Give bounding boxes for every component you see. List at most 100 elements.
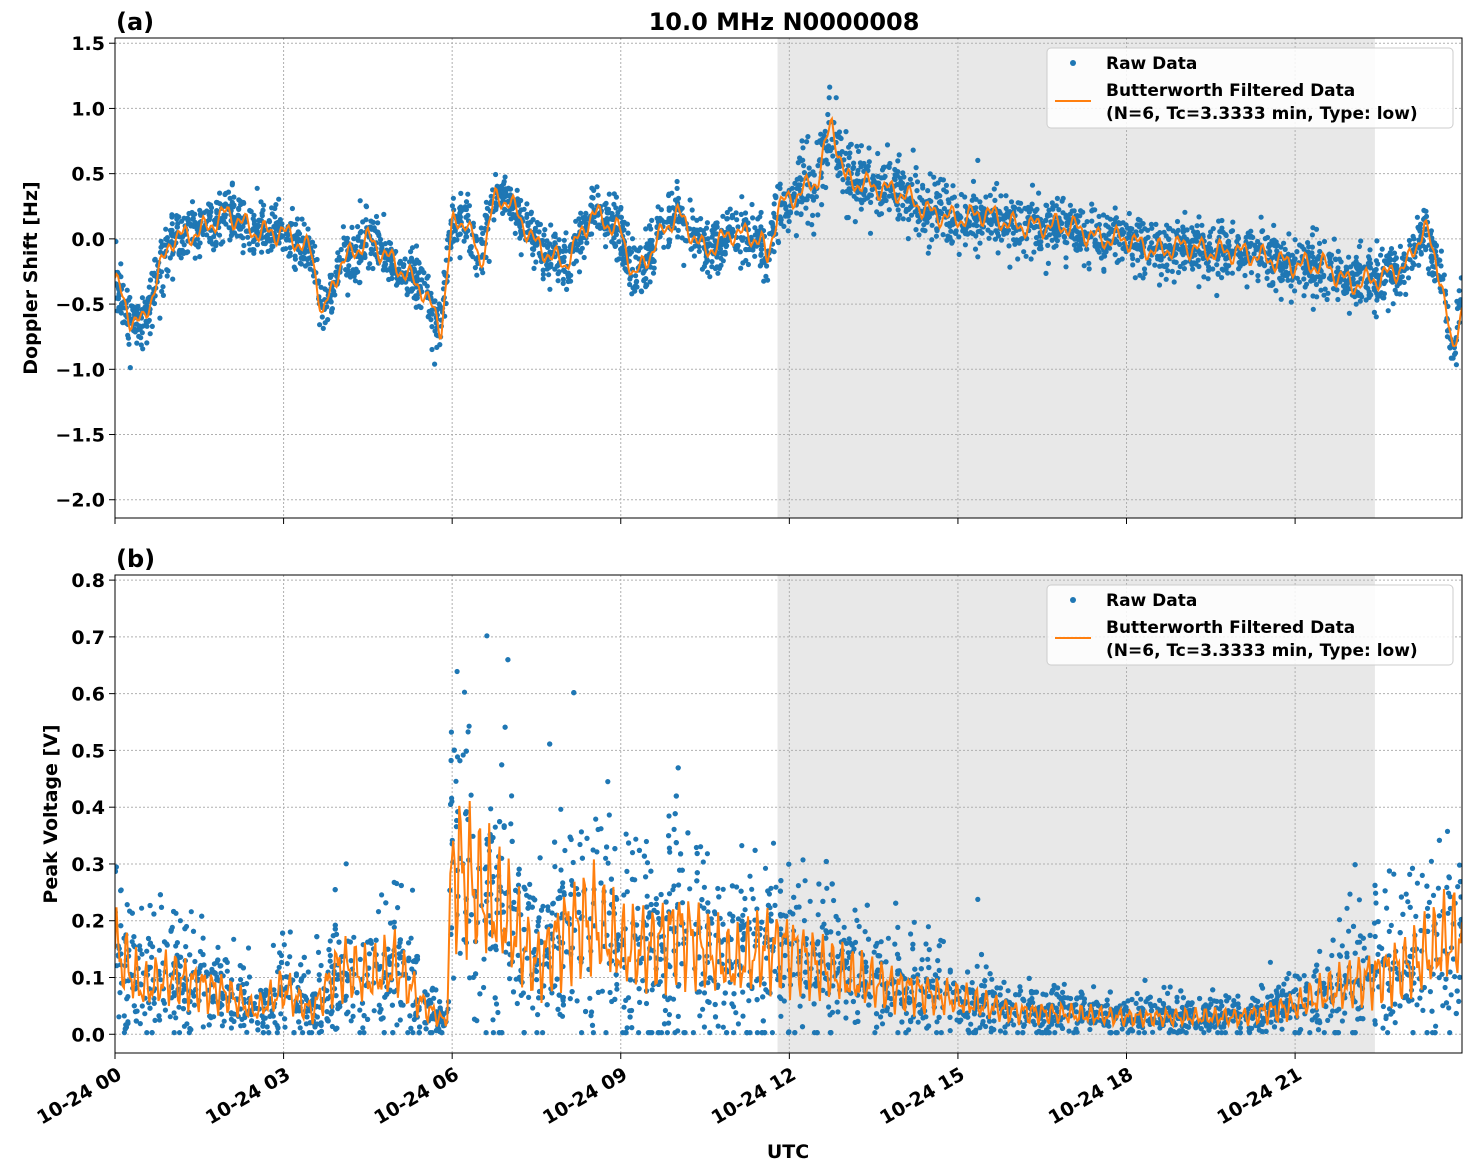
raw-data-point <box>245 234 251 240</box>
raw-data-point <box>1367 247 1373 253</box>
raw-data-point <box>1403 291 1409 297</box>
raw-data-point <box>1063 264 1069 270</box>
raw-data-point <box>734 217 740 223</box>
raw-data-point <box>1003 227 1009 233</box>
raw-data-point <box>1153 221 1159 227</box>
raw-data-point <box>1335 248 1341 254</box>
raw-data-point <box>375 229 381 235</box>
raw-data-point <box>1171 279 1177 285</box>
raw-data-point <box>561 267 567 273</box>
raw-data-point <box>222 203 228 209</box>
raw-data-point <box>1248 228 1254 234</box>
raw-data-point <box>131 304 137 310</box>
raw-data-point <box>1216 234 1222 240</box>
raw-data-point <box>913 165 919 171</box>
raw-data-point <box>910 147 916 153</box>
raw-data-point <box>560 248 566 254</box>
raw-data-point <box>1059 198 1065 204</box>
raw-data-point <box>465 191 471 197</box>
raw-data-point <box>724 209 730 216</box>
raw-data-point <box>983 194 989 200</box>
raw-data-point <box>1149 240 1155 246</box>
raw-data-point <box>415 277 421 284</box>
raw-data-point <box>920 182 926 188</box>
raw-data-point <box>409 245 416 251</box>
raw-data-point <box>595 192 601 198</box>
raw-data-point <box>903 208 909 214</box>
raw-data-point <box>468 244 474 250</box>
raw-data-point <box>1206 267 1212 273</box>
raw-data-point <box>1003 205 1009 212</box>
raw-data-point <box>1135 257 1141 263</box>
raw-data-point <box>618 214 625 220</box>
raw-data-point <box>450 195 456 201</box>
raw-data-point <box>556 237 562 243</box>
raw-data-point <box>451 207 457 213</box>
raw-data-point <box>127 294 133 301</box>
raw-data-point <box>1081 263 1087 269</box>
raw-data-point <box>158 244 164 250</box>
raw-data-point <box>740 260 746 266</box>
raw-data-point <box>616 239 622 245</box>
raw-data-point <box>363 203 369 209</box>
raw-data-point <box>142 299 148 305</box>
raw-data-point <box>912 172 919 178</box>
raw-data-point <box>589 231 595 237</box>
raw-data-point <box>261 202 267 208</box>
raw-data-point <box>740 235 747 241</box>
raw-data-point <box>682 237 688 243</box>
raw-data-point <box>826 95 832 101</box>
raw-data-point <box>647 279 653 285</box>
raw-data-point <box>541 242 547 248</box>
raw-data-point <box>835 1009 841 1015</box>
raw-data-point <box>216 232 223 238</box>
raw-data-point <box>905 236 911 242</box>
raw-data-point <box>1053 243 1059 249</box>
raw-data-point <box>189 199 196 205</box>
raw-data-point <box>1015 256 1021 262</box>
raw-data-point <box>1223 262 1229 268</box>
raw-data-point <box>1149 225 1155 231</box>
raw-data-point <box>911 919 917 925</box>
raw-data-point <box>1288 283 1294 289</box>
raw-data-point <box>745 261 752 268</box>
raw-data-point <box>998 237 1005 243</box>
raw-data-point <box>150 271 156 277</box>
raw-data-point <box>874 209 880 215</box>
raw-data-point <box>346 263 352 269</box>
raw-data-point <box>139 330 145 336</box>
raw-data-point <box>1063 255 1069 261</box>
raw-data-point <box>512 230 518 236</box>
raw-data-point <box>305 226 311 232</box>
raw-data-point <box>1001 213 1007 219</box>
raw-data-point <box>752 253 758 259</box>
raw-data-point <box>1251 251 1257 257</box>
raw-data-point <box>1356 269 1362 275</box>
raw-data-point <box>457 205 463 211</box>
raw-data-point <box>956 251 962 257</box>
raw-data-point <box>1086 266 1092 272</box>
raw-data-point <box>854 143 860 149</box>
raw-data-point <box>185 217 191 224</box>
raw-data-point <box>675 234 681 240</box>
raw-data-point <box>1317 948 1323 955</box>
raw-data-point <box>217 190 223 196</box>
raw-data-point <box>970 178 977 184</box>
raw-data-point <box>559 884 566 890</box>
raw-data-point <box>547 286 553 292</box>
raw-data-point <box>892 166 898 173</box>
raw-data-point <box>1321 238 1328 245</box>
raw-data-point <box>610 214 617 220</box>
raw-data-point <box>1288 299 1294 305</box>
raw-data-point <box>1310 254 1316 260</box>
raw-data-point <box>1378 252 1384 258</box>
raw-data-point <box>167 255 173 261</box>
raw-data-point <box>948 228 954 234</box>
raw-data-point <box>1225 240 1231 246</box>
raw-data-point <box>1285 251 1291 257</box>
raw-data-point <box>730 214 736 220</box>
raw-data-point <box>126 341 132 347</box>
raw-data-point <box>1458 297 1462 303</box>
raw-data-point <box>858 143 865 149</box>
raw-data-point <box>190 212 196 218</box>
